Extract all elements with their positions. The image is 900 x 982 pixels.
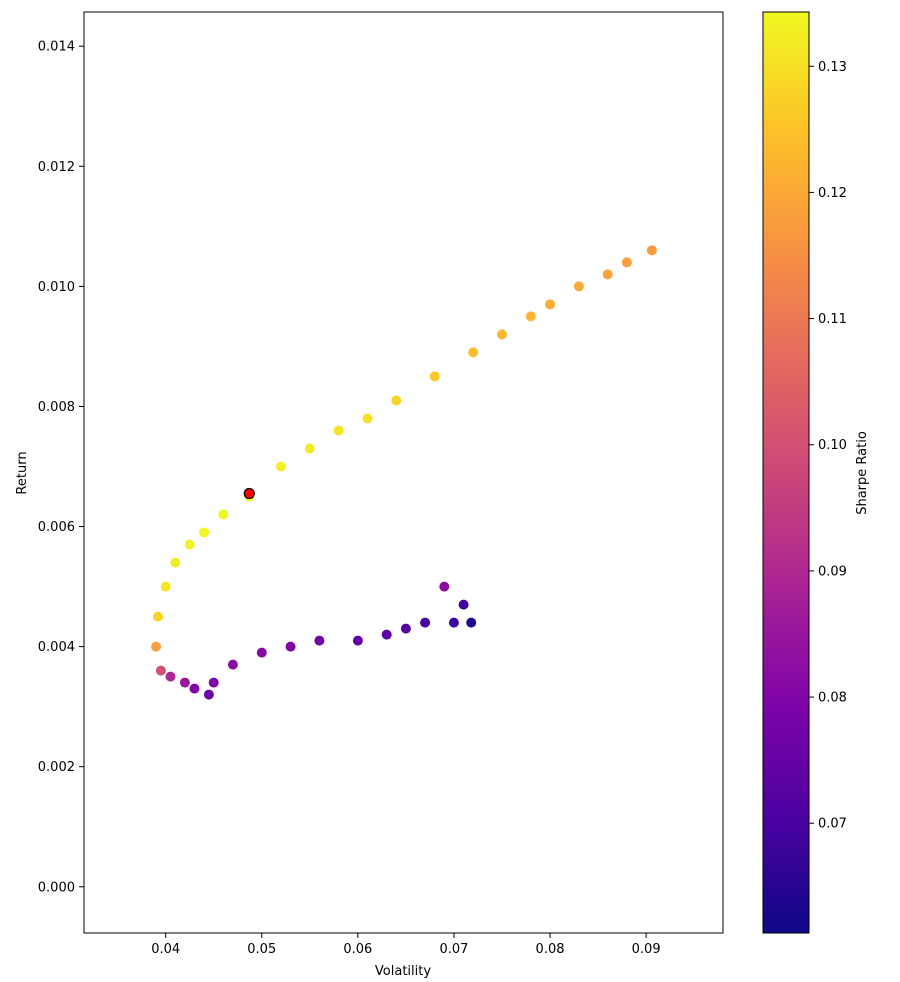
x-tick-label: 0.07 <box>439 942 468 957</box>
data-point <box>256 647 267 658</box>
colorbar <box>763 12 809 933</box>
data-point <box>466 617 477 628</box>
y-tick-label: 0.006 <box>38 520 75 535</box>
colorbar-tick-label: 0.11 <box>818 312 847 327</box>
data-point <box>285 641 296 652</box>
data-point <box>429 371 440 382</box>
y-tick-label: 0.012 <box>38 160 75 175</box>
data-point <box>165 671 176 682</box>
data-point <box>170 557 181 568</box>
y-tick-label: 0.014 <box>38 40 75 55</box>
data-point <box>646 245 657 256</box>
x-tick-label: 0.09 <box>632 942 661 957</box>
data-point <box>602 269 613 280</box>
x-axis-ticks: 0.04 0.05 0.06 0.07 0.08 0.09 <box>151 933 661 957</box>
colorbar-tick-label: 0.12 <box>818 186 847 201</box>
data-point <box>218 509 229 520</box>
data-point <box>621 257 632 268</box>
x-tick-label: 0.05 <box>247 942 276 957</box>
data-point <box>381 629 392 640</box>
data-point <box>151 641 162 652</box>
data-point <box>448 617 459 628</box>
colorbar-tick-label: 0.13 <box>818 60 847 75</box>
data-point <box>160 581 171 592</box>
data-point <box>227 659 238 670</box>
data-point <box>525 311 536 322</box>
data-point <box>362 413 373 424</box>
data-point <box>203 689 214 700</box>
scatter-points <box>151 245 657 700</box>
y-tick-label: 0.002 <box>38 760 75 775</box>
data-point <box>153 611 163 622</box>
data-point <box>189 683 200 694</box>
data-point <box>333 425 344 436</box>
colorbar-tick-label: 0.09 <box>818 564 847 579</box>
optimal-portfolio-marker <box>243 487 255 500</box>
data-point <box>276 461 286 472</box>
colorbar-frame <box>762 11 810 934</box>
data-point <box>573 281 584 292</box>
y-tick-label: 0.004 <box>38 640 75 655</box>
data-point <box>314 635 325 646</box>
y-tick-label: 0.008 <box>38 400 75 415</box>
x-tick-label: 0.08 <box>536 942 565 957</box>
data-point <box>184 539 195 550</box>
data-point <box>352 635 363 646</box>
data-point <box>497 329 507 340</box>
data-point <box>458 599 469 610</box>
x-axis-label: Volatility <box>375 964 431 979</box>
colorbar-label: Sharpe Ratio <box>855 431 870 515</box>
colorbar-ticks: 0.07 0.08 0.09 0.10 0.11 0.12 0.13 <box>809 60 847 832</box>
y-axis-label: Return <box>15 451 30 494</box>
data-point <box>420 617 431 628</box>
colorbar-tick-label: 0.07 <box>818 817 847 832</box>
max-sharpe-point <box>243 487 255 500</box>
plot-frame <box>83 11 724 934</box>
x-tick-label: 0.06 <box>343 942 372 957</box>
data-point <box>304 443 315 454</box>
y-tick-label: 0.000 <box>38 880 75 895</box>
y-tick-label: 0.010 <box>38 280 75 295</box>
data-point <box>400 623 411 634</box>
data-point <box>545 299 555 310</box>
x-tick-label: 0.04 <box>151 942 180 957</box>
data-point <box>208 677 219 688</box>
data-point <box>468 347 479 358</box>
data-point <box>155 665 166 676</box>
data-point <box>179 677 190 688</box>
data-point <box>199 527 210 538</box>
data-point <box>391 395 402 406</box>
y-axis-ticks: 0.000 0.002 0.004 0.006 0.008 0.010 0.012 0.014 <box>38 40 84 895</box>
colorbar-tick-label: 0.10 <box>818 438 847 453</box>
data-point <box>439 581 450 592</box>
colorbar-tick-label: 0.08 <box>818 691 847 706</box>
